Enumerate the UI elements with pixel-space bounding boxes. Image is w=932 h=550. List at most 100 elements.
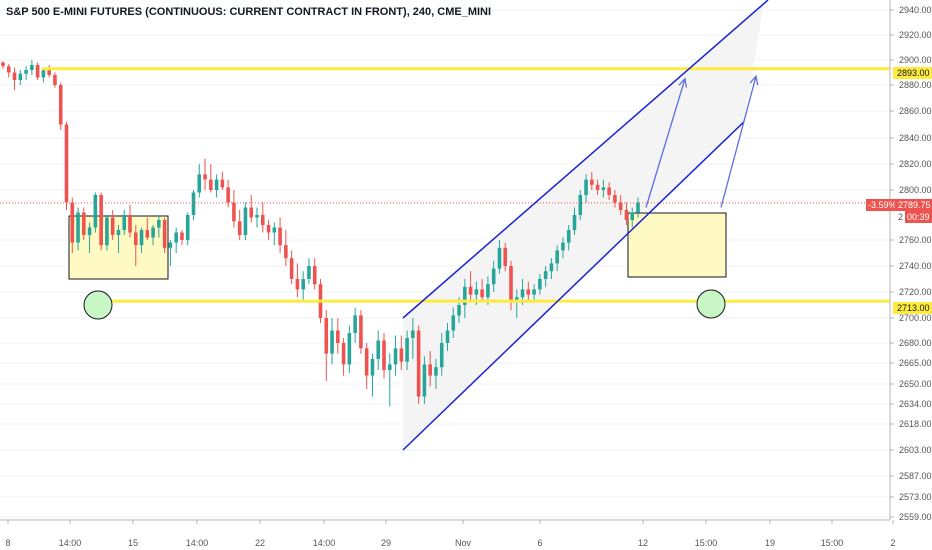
candle-body [209, 179, 213, 190]
candle-body [197, 174, 202, 193]
x-tick-label: 14:00 [313, 538, 336, 548]
candle-body [486, 284, 490, 298]
change-tag-text: -3.59% [868, 200, 897, 210]
x-tick-label: 2 [890, 538, 895, 548]
candle-body [463, 286, 467, 305]
projection-arrow-2-head [749, 74, 759, 86]
time-axis[interactable]: 8 14:00 15 14:00 22 14:00 29 Nov 6 12 15:00 19 15:00… [5, 520, 896, 548]
candle-body [278, 227, 282, 246]
price-axis[interactable]: 2940.00 2920.00 2900.00 2880.00 2860.00 2840.… [890, 5, 932, 522]
y-tick-label: 2700.00 [899, 313, 932, 323]
candle-body [601, 187, 606, 190]
y-tick-label: 2665.00 [899, 358, 932, 368]
x-tick-label: 22 [255, 538, 265, 548]
support-circle-right [696, 289, 726, 319]
candle-body [162, 220, 167, 248]
candle-body [295, 279, 300, 290]
partial-tag-text: 2 [898, 212, 903, 222]
candle-body [18, 73, 23, 80]
candle-body [428, 364, 432, 376]
candle-body [226, 187, 230, 203]
support-circle-left [83, 290, 113, 320]
candle-body [145, 230, 150, 238]
candle-body [93, 195, 98, 228]
candle-body [607, 187, 611, 195]
candle-body [387, 364, 392, 370]
candle-body [133, 232, 138, 246]
chart-title: S&P 500 E-MINI FUTURES (CONTINUOUS: CURR… [6, 6, 491, 18]
y-tick-label: 2860.00 [899, 106, 932, 116]
y-tick-label: 2680.00 [899, 338, 932, 348]
y-tick-label: 2634.00 [899, 399, 932, 409]
candle-body [636, 202, 640, 213]
last-price-tag-text: 2789.75 [898, 200, 931, 210]
x-tick-label: 15 [128, 538, 138, 548]
candle-body [503, 247, 508, 266]
candle-body [364, 348, 369, 376]
candle-body [272, 227, 277, 233]
candle-body [405, 338, 409, 362]
candle-body [538, 279, 542, 290]
candle-body [58, 85, 63, 125]
y-tick-label: 2880.00 [899, 80, 932, 90]
candle-body [613, 195, 617, 203]
countdown-tag-text: 00:39 [907, 212, 930, 222]
candle-body [139, 230, 144, 246]
channel-lower-line [402, 121, 745, 451]
candle-body [289, 258, 294, 279]
candle-body [99, 195, 103, 246]
candle-body [555, 250, 559, 264]
candle-body [468, 286, 473, 295]
candle-body [266, 225, 271, 233]
y-tick-label: 2900.00 [899, 55, 932, 65]
y-tick-label: 2587.00 [899, 471, 932, 481]
candle-body [157, 220, 161, 228]
candle-body [237, 221, 242, 235]
y-tick-label: 2559.00 [899, 512, 932, 522]
candle-body [76, 212, 80, 243]
x-tick-label: 19 [765, 538, 775, 548]
price-tag-lower-level-text: 2713.00 [897, 303, 930, 313]
candle-body [376, 340, 381, 359]
candle-body [532, 289, 536, 295]
candle-body [151, 227, 155, 238]
candle-body [220, 179, 225, 188]
candle-body [341, 343, 346, 365]
candle-body [312, 266, 317, 285]
y-tick-label: 2720.00 [899, 287, 932, 297]
candles [1, 60, 640, 407]
x-tick-label: 8 [5, 538, 10, 548]
candle-body [572, 215, 577, 230]
candle-body [214, 179, 219, 190]
projection-arrow-1-head [678, 77, 688, 88]
price-tag-lower-level: 2713.00 [893, 302, 932, 314]
y-tick-label: 2573.00 [899, 492, 932, 502]
candle-body [174, 232, 178, 243]
candle-body [393, 348, 398, 365]
price-tag-upper-level: 2893.00 [893, 67, 932, 79]
y-tick-label: 2820.00 [899, 159, 932, 169]
candle-body [87, 227, 92, 235]
y-tick-label: 2618.00 [899, 419, 932, 429]
candle-body [399, 348, 404, 362]
y-tick-label: 2940.00 [899, 5, 932, 15]
candle-body [359, 315, 363, 349]
y-tick-label: 2760.00 [899, 235, 932, 245]
candle-body [509, 266, 513, 300]
x-tick-label: 12 [638, 538, 648, 548]
candle-body [203, 174, 207, 180]
candle-body [35, 65, 40, 78]
consolidation-box-right [627, 212, 727, 278]
candle-body [514, 297, 519, 300]
candle-body [301, 279, 305, 290]
x-tick-label: 15:00 [695, 538, 718, 548]
candle-body [64, 124, 69, 203]
y-tick-label: 2920.00 [899, 30, 932, 40]
candle-body [243, 207, 248, 235]
y-tick-label: 2603.00 [899, 445, 932, 455]
candle-body [618, 202, 623, 210]
candle-body [185, 215, 190, 240]
candle-body [566, 230, 571, 243]
x-tick-label: 14:00 [59, 538, 82, 548]
